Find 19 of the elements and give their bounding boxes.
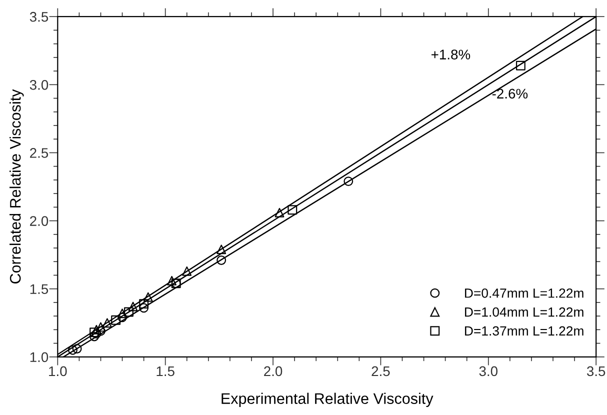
y-tick-label: 3.0 [30, 80, 48, 90]
y-tick-label: 2.5 [30, 148, 48, 158]
legend-label: D=0.47mm L=1.22m [465, 288, 584, 298]
y-tick-label: 1.5 [30, 284, 48, 294]
x-tick-label: 1.0 [49, 366, 67, 376]
x-tick-label: 2.0 [264, 366, 282, 376]
y-axis-title: Correlated Relative Viscosity [10, 89, 24, 284]
annotation: -2.6% [492, 88, 528, 99]
y-tick-label: 2.0 [30, 216, 48, 226]
y-tick-label: 3.5 [30, 12, 48, 22]
annotation: +1.8% [432, 50, 470, 60]
x-tick-label: 3.5 [586, 366, 606, 376]
legend-label: D=1.37mm L=1.22m [465, 326, 584, 336]
x-axis-title: Experimental Relative Viscosity [222, 392, 434, 408]
y-tick-label: 1.0 [30, 352, 48, 362]
x-tick-label: 3.0 [479, 366, 498, 376]
x-tick-label: 2.5 [372, 366, 390, 376]
x-tick-label: 1.5 [156, 366, 174, 376]
legend-label: D=1.04mm L=1.22m [465, 307, 584, 317]
